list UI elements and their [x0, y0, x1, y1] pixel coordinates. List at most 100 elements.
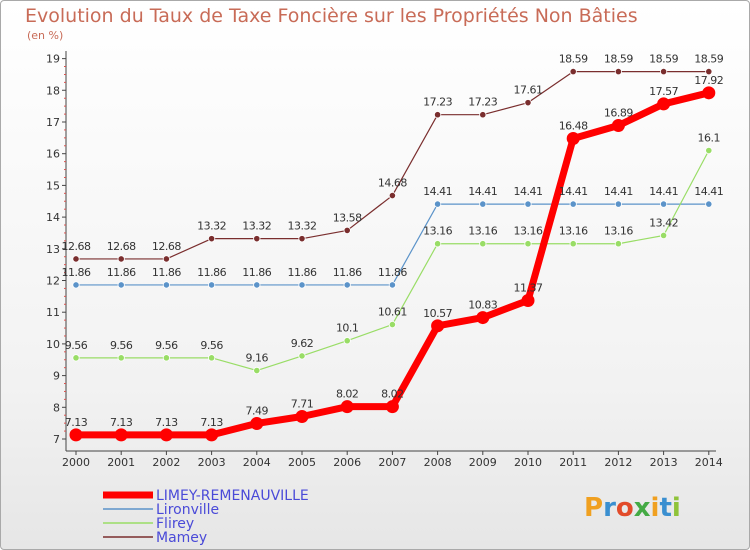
data-point	[433, 111, 442, 119]
x-tick-label: 2004	[243, 456, 271, 469]
x-tick-label: 2003	[198, 456, 226, 469]
data-label: 13.32	[288, 220, 317, 233]
data-point	[117, 354, 125, 362]
data-label: 13.58	[333, 211, 362, 224]
data-point	[388, 320, 396, 329]
x-tick-label: 2006	[333, 456, 361, 469]
y-tick-label: 14	[46, 211, 60, 224]
data-label: 11.86	[288, 266, 317, 279]
data-label: 13.16	[559, 225, 588, 238]
x-tick-label: 2012	[604, 456, 632, 469]
data-point	[431, 319, 445, 333]
legend-label: Mamey	[156, 530, 207, 546]
data-label: 14.41	[423, 185, 452, 198]
data-point	[569, 200, 577, 208]
data-label: 17.23	[468, 96, 497, 109]
y-tick-label: 7	[53, 433, 60, 446]
x-tick-label: 2000	[62, 456, 90, 469]
x-tick-label: 2005	[288, 456, 316, 469]
data-label: 10.1	[336, 322, 359, 335]
data-point	[702, 86, 716, 100]
data-point	[705, 200, 713, 208]
data-label: 11.86	[107, 266, 136, 279]
data-label: 9.56	[155, 339, 178, 352]
data-label: 10.57	[423, 307, 452, 320]
data-point	[433, 200, 442, 208]
data-point	[114, 428, 128, 442]
data-point	[388, 191, 396, 200]
logo-letter: x	[633, 493, 651, 523]
data-label: 17.92	[694, 74, 723, 87]
logo-letter: i	[671, 493, 681, 523]
data-point	[611, 118, 625, 132]
data-label: 9.56	[110, 339, 133, 352]
data-label: 14.41	[468, 185, 497, 198]
data-point	[343, 226, 351, 235]
data-label: 7.13	[110, 416, 133, 429]
data-label: 13.32	[197, 220, 226, 233]
data-label: 14.68	[378, 177, 407, 190]
data-point	[433, 240, 442, 248]
data-label: 11.86	[333, 266, 362, 279]
data-point	[388, 281, 396, 289]
data-label: 9.62	[291, 337, 314, 350]
data-point	[253, 235, 261, 243]
data-point	[614, 67, 623, 76]
data-point	[117, 255, 125, 263]
y-tick-label: 19	[46, 53, 60, 66]
data-point	[208, 235, 216, 243]
data-point	[569, 240, 577, 248]
y-tick-label: 13	[46, 243, 60, 256]
data-label: 18.59	[559, 53, 588, 66]
logo-letter: i	[650, 493, 660, 523]
data-label: 7.13	[155, 416, 178, 429]
data-label: 13.42	[649, 216, 678, 229]
data-label: 9.56	[65, 339, 88, 352]
x-tick-label: 2008	[424, 456, 452, 469]
x-tick-label: 2002	[152, 456, 180, 469]
data-label: 11.86	[62, 266, 91, 279]
data-point	[298, 281, 306, 289]
y-tick-label: 8	[53, 401, 60, 414]
data-point	[385, 400, 399, 414]
data-label: 13.16	[423, 225, 452, 238]
data-point	[162, 281, 170, 289]
unit-label: (en %)	[27, 29, 64, 42]
data-label: 18.59	[694, 53, 723, 66]
data-point	[162, 354, 170, 362]
data-label: 16.89	[604, 106, 633, 119]
y-tick-label: 10	[46, 338, 60, 351]
data-label: 14.41	[649, 185, 678, 198]
data-point	[72, 354, 80, 362]
data-label: 12.68	[107, 240, 136, 253]
data-label: 7.71	[291, 397, 314, 410]
data-label: 10.61	[378, 306, 407, 319]
data-point	[524, 240, 532, 248]
proxiti-logo: Proxiti	[584, 493, 681, 523]
data-point	[117, 281, 125, 289]
data-point	[705, 146, 713, 155]
x-tick-label: 2011	[559, 456, 587, 469]
y-tick-label: 17	[46, 116, 60, 129]
x-tick-label: 2013	[650, 456, 678, 469]
y-tick-label: 18	[46, 84, 60, 97]
data-label: 12.68	[62, 240, 91, 253]
data-point	[298, 235, 306, 243]
data-label: 7.13	[200, 416, 223, 429]
data-point	[614, 240, 623, 248]
data-point	[205, 428, 219, 442]
data-point	[253, 281, 261, 289]
data-point	[524, 200, 532, 208]
y-tick-label: 15	[46, 179, 60, 192]
x-tick-label: 2009	[469, 456, 497, 469]
series-line	[76, 89, 710, 439]
data-point	[159, 428, 173, 442]
data-point	[208, 354, 216, 362]
data-point	[69, 428, 83, 442]
legend-label: Lironville	[156, 502, 219, 518]
data-label: 14.41	[559, 185, 588, 198]
data-label: 11.37	[514, 281, 543, 294]
data-point	[340, 400, 354, 414]
